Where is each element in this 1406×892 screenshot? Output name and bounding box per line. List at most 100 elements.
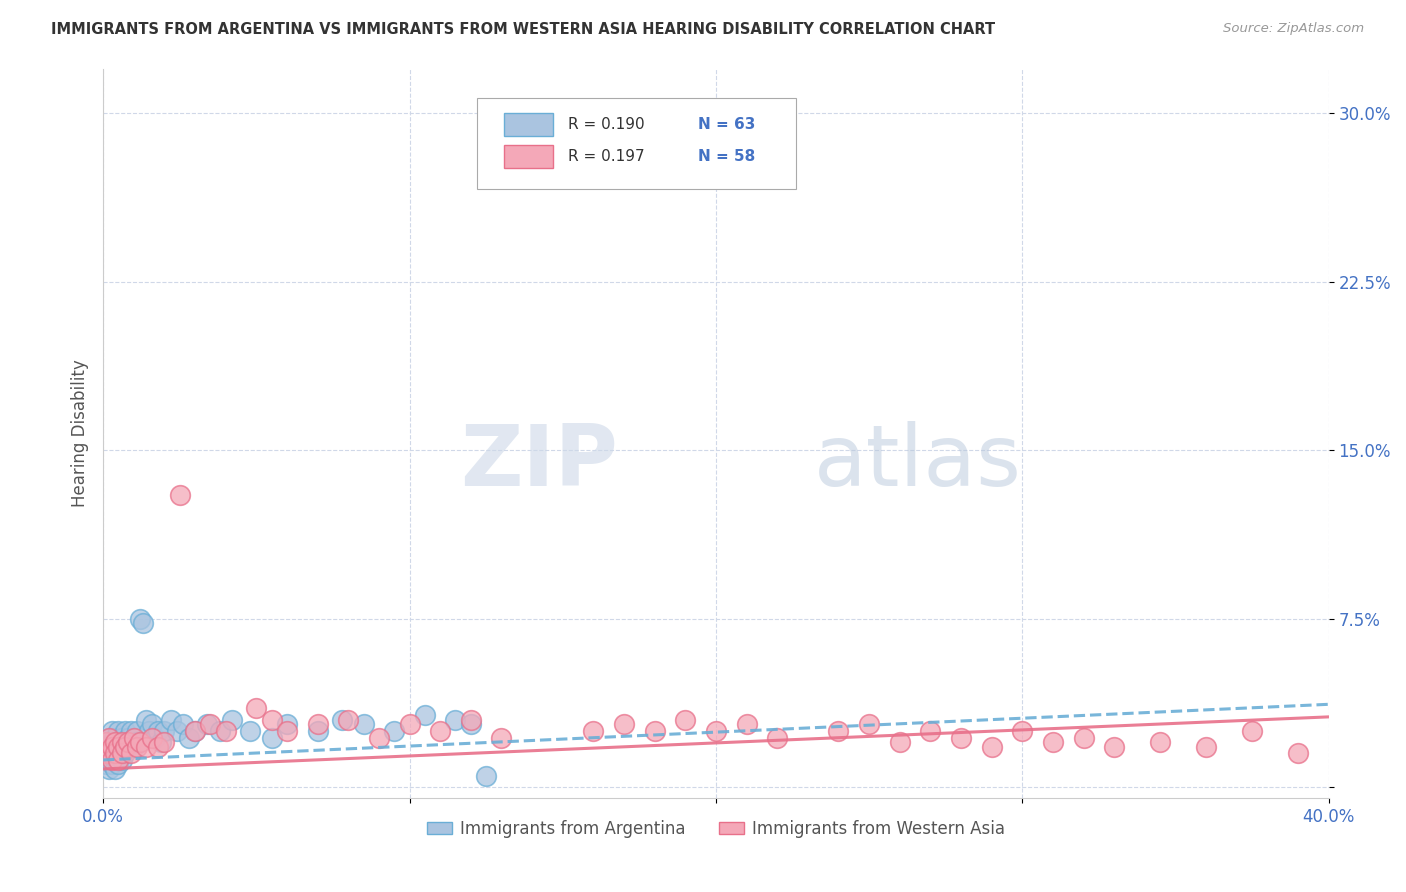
Point: [104, 731, 127, 745]
Point: [120, 723, 142, 738]
Point: [177, 731, 200, 745]
Point: [704, 723, 727, 738]
Point: [1073, 731, 1095, 745]
Bar: [503, 145, 553, 169]
Point: [117, 735, 139, 749]
Point: [159, 713, 181, 727]
Point: [245, 701, 267, 715]
Point: [827, 723, 849, 738]
Point: [107, 753, 129, 767]
Point: [117, 739, 139, 754]
Point: [120, 746, 142, 760]
Point: [148, 723, 170, 738]
Point: [101, 746, 124, 760]
Text: N = 58: N = 58: [697, 149, 755, 164]
Point: [125, 723, 148, 738]
Point: [101, 753, 124, 767]
Point: [101, 757, 124, 772]
Point: [307, 717, 329, 731]
Bar: [503, 113, 553, 136]
Point: [920, 723, 942, 738]
Point: [98, 739, 121, 754]
Point: [107, 746, 129, 760]
Point: [141, 717, 163, 731]
Point: [101, 735, 124, 749]
Point: [122, 731, 145, 745]
Point: [141, 731, 163, 745]
Point: [337, 713, 360, 727]
Point: [239, 723, 262, 738]
Point: [551, 151, 574, 165]
Point: [260, 731, 283, 745]
Text: N = 63: N = 63: [697, 117, 755, 132]
Point: [135, 739, 157, 754]
Point: [104, 739, 127, 754]
Point: [98, 731, 121, 745]
Point: [148, 739, 170, 754]
Point: [96, 735, 118, 749]
Point: [104, 762, 127, 776]
Point: [1241, 723, 1264, 738]
Point: [104, 735, 127, 749]
Point: [172, 717, 194, 731]
Text: IMMIGRANTS FROM ARGENTINA VS IMMIGRANTS FROM WESTERN ASIA HEARING DISABILITY COR: IMMIGRANTS FROM ARGENTINA VS IMMIGRANTS …: [51, 22, 994, 37]
Point: [104, 753, 127, 767]
Point: [460, 713, 482, 727]
Point: [153, 723, 176, 738]
Point: [120, 735, 142, 749]
Point: [444, 713, 467, 727]
Point: [276, 723, 298, 738]
Point: [221, 713, 243, 727]
Point: [1286, 746, 1309, 760]
FancyBboxPatch shape: [477, 98, 796, 189]
Point: [330, 713, 353, 727]
Point: [673, 713, 696, 727]
Legend: Immigrants from Argentina, Immigrants from Western Asia: Immigrants from Argentina, Immigrants fr…: [420, 814, 1012, 845]
Point: [1102, 739, 1125, 754]
Point: [128, 611, 150, 625]
Point: [114, 746, 136, 760]
Point: [766, 731, 789, 745]
Point: [413, 708, 436, 723]
Text: R = 0.190: R = 0.190: [568, 117, 644, 132]
Point: [110, 731, 132, 745]
Point: [367, 731, 389, 745]
Text: Source: ZipAtlas.com: Source: ZipAtlas.com: [1223, 22, 1364, 36]
Point: [96, 757, 118, 772]
Point: [98, 746, 121, 760]
Point: [107, 723, 129, 738]
Point: [1195, 739, 1218, 754]
Point: [735, 717, 758, 731]
Point: [96, 739, 118, 754]
Point: [153, 735, 176, 749]
Text: ZIP: ZIP: [460, 421, 617, 504]
Point: [104, 746, 127, 760]
Point: [949, 731, 972, 745]
Point: [101, 739, 124, 754]
Point: [889, 735, 911, 749]
Point: [1042, 735, 1064, 749]
Point: [307, 723, 329, 738]
Point: [980, 739, 1002, 754]
Point: [122, 731, 145, 745]
Point: [208, 723, 231, 738]
Point: [114, 723, 136, 738]
Point: [135, 713, 157, 727]
Point: [166, 723, 188, 738]
Point: [98, 746, 121, 760]
Point: [429, 723, 451, 738]
Point: [110, 753, 132, 767]
Point: [613, 717, 636, 731]
Point: [169, 488, 191, 502]
Point: [382, 723, 405, 738]
Point: [150, 735, 173, 749]
Point: [276, 717, 298, 731]
Point: [107, 757, 129, 772]
Point: [110, 746, 132, 760]
Point: [582, 723, 605, 738]
Point: [1011, 723, 1033, 738]
Point: [101, 723, 124, 738]
Point: [195, 717, 218, 731]
Point: [98, 731, 121, 745]
Point: [96, 746, 118, 760]
